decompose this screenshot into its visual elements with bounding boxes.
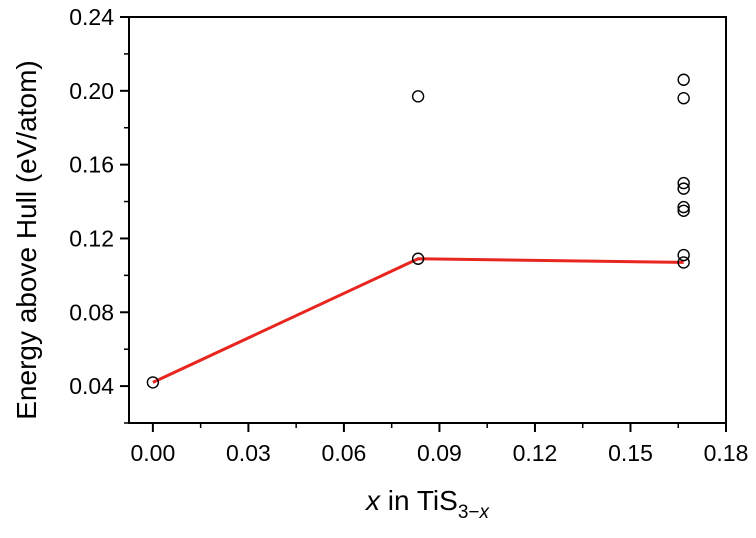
convex-hull-line bbox=[152, 257, 684, 384]
data-point bbox=[677, 182, 690, 195]
points-layer bbox=[146, 73, 690, 389]
x-tick-label: 0.09 bbox=[417, 440, 462, 466]
y-axis: 0.04 0.08 0.12 0.16 0.20 0.24 bbox=[69, 4, 129, 424]
y-tick-label: 0.20 bbox=[69, 78, 114, 104]
data-point bbox=[677, 200, 690, 214]
y-tick-label: 0.16 bbox=[69, 152, 114, 178]
x-tick-label: 0.03 bbox=[226, 440, 271, 466]
x-axis-title-text: in TiS bbox=[380, 485, 458, 516]
y-tick-label: 0.08 bbox=[69, 299, 114, 325]
x-tick-label: 0.06 bbox=[322, 440, 367, 466]
x-axis: 0.00 0.03 0.06 0.09 0.12 0.15 0.18 bbox=[130, 423, 748, 466]
y-tick-label: 0.04 bbox=[69, 373, 114, 399]
data-point bbox=[677, 248, 690, 262]
data-point bbox=[677, 176, 690, 190]
y-tick-label: 0.24 bbox=[69, 4, 114, 30]
hull-line-layer bbox=[152, 257, 684, 384]
y-axis-title: Energy above Hull (eV/atom) bbox=[11, 60, 42, 420]
x-tick-label: 0.18 bbox=[704, 440, 749, 466]
data-point bbox=[677, 256, 690, 269]
data-point bbox=[677, 73, 690, 86]
data-point bbox=[411, 90, 425, 103]
plot-frame bbox=[128, 16, 727, 424]
x-axis-title: x in TiS3−x bbox=[364, 485, 490, 523]
x-axis-title-sub: 3− bbox=[458, 502, 480, 523]
y-tick-label: 0.12 bbox=[69, 225, 114, 251]
x-tick-label: 0.00 bbox=[130, 440, 175, 466]
x-tick-label: 0.12 bbox=[513, 440, 558, 466]
x-tick-label: 0.15 bbox=[608, 440, 653, 466]
x-axis-title-sub-var: x bbox=[478, 502, 490, 523]
x-axis-title-var: x bbox=[364, 485, 381, 516]
data-point bbox=[677, 204, 690, 217]
data-point bbox=[146, 376, 160, 389]
data-point bbox=[677, 91, 690, 105]
data-point bbox=[411, 252, 425, 265]
